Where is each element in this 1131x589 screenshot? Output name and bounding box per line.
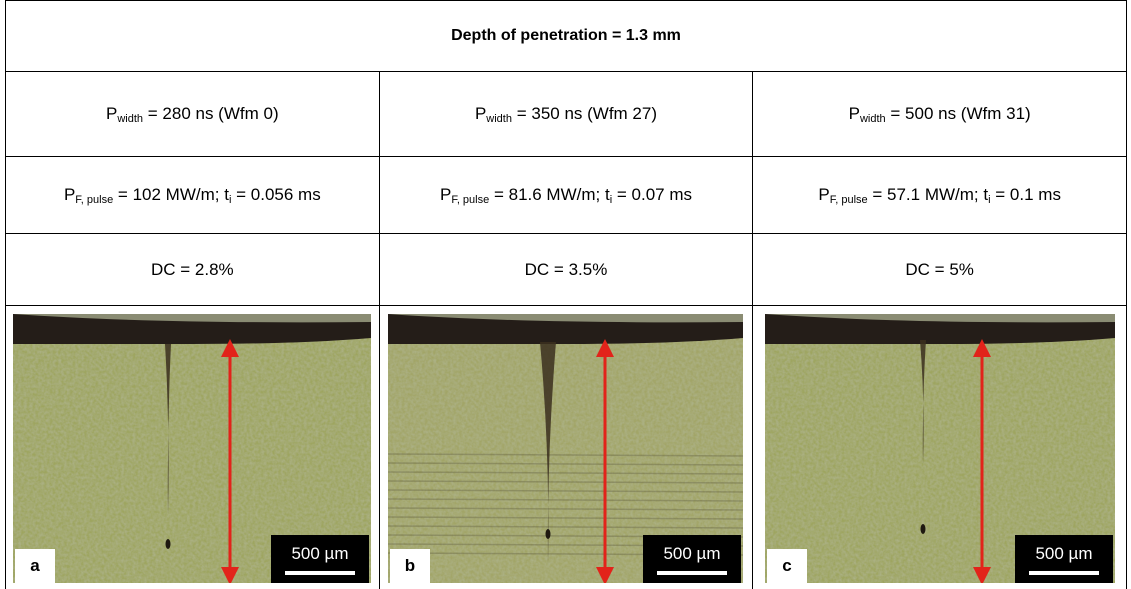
- pulse-width-text: P: [848, 103, 860, 123]
- striation: [388, 507, 744, 511]
- pulse-width-text: width: [859, 112, 886, 125]
- surface-edge: [13, 314, 372, 323]
- results-table: Depth of penetration = 1.3 mm Pwidth = 2…: [5, 0, 1127, 589]
- panel-label-box: [15, 549, 56, 583]
- image-cell: c 500 µm: [752, 305, 1127, 589]
- striation: [388, 462, 744, 466]
- pulse-width-cell: Pwidth = 280 ns (Wfm 0): [5, 71, 380, 157]
- power-text: = 0.07 ms: [612, 184, 692, 204]
- pulse-width-cell: Pwidth = 500 ns (Wfm 31): [752, 71, 1127, 157]
- scale-label: 500 µm: [1035, 544, 1092, 563]
- surface-edge: [388, 314, 744, 323]
- crack: [540, 342, 557, 564]
- striation: [388, 471, 744, 475]
- crack: [919, 340, 926, 464]
- power-text: P: [439, 184, 452, 204]
- panel-label-box: [390, 549, 431, 583]
- crack-tip: [920, 524, 926, 534]
- power-cell: PF, pulse = 57.1 MW/m; ti = 0.1 ms: [752, 156, 1127, 234]
- panel-label: b: [405, 556, 415, 575]
- scale-label: 500 µm: [292, 544, 349, 563]
- micrograph: c 500 µm: [764, 314, 1115, 583]
- pulse-width-text: = 350 ns (Wfm 27): [511, 103, 658, 123]
- striation: [388, 498, 744, 502]
- micrograph: a 500 µm: [13, 314, 372, 583]
- panel-label: a: [31, 556, 41, 575]
- striation: [388, 489, 744, 493]
- power-cell: PF, pulse = 102 MW/m; ti = 0.056 ms: [5, 156, 380, 234]
- pulse-width-text: = 280 ns (Wfm 0): [143, 103, 279, 123]
- power-text: P: [818, 184, 830, 204]
- pulse-width-text: = 500 ns (Wfm 31): [885, 103, 1031, 123]
- panel-label-box: [766, 549, 807, 583]
- table-title: Depth of penetration = 1.3 mm: [5, 0, 1127, 72]
- power-text: = 81.6 MW/m; t: [489, 184, 610, 204]
- crack-tip: [165, 539, 171, 549]
- power-cell: PF, pulse = 81.6 MW/m; ti = 0.07 ms: [378, 156, 754, 234]
- pulse-width-text: P: [106, 103, 118, 123]
- power-text: F, pulse: [451, 193, 490, 206]
- scale-label: 500 µm: [664, 544, 721, 563]
- striation: [388, 525, 744, 529]
- duty-cycle-cell: DC = 3.5%: [378, 233, 754, 306]
- duty-cycle-cell: DC = 2.8%: [5, 233, 380, 306]
- pulse-width-text: P: [474, 103, 487, 123]
- power-text: = 102 MW/m; t: [113, 184, 229, 204]
- power-text: F, pulse: [829, 193, 868, 206]
- striation: [388, 480, 744, 484]
- power-text: i: [609, 193, 613, 206]
- image-cell: b 500 µm: [378, 305, 754, 589]
- duty-cycle-cell: DC = 5%: [752, 233, 1127, 306]
- power-text: = 57.1 MW/m; t: [867, 184, 989, 204]
- crack-tip: [545, 529, 551, 539]
- striation: [388, 453, 744, 457]
- micrograph: b 500 µm: [388, 314, 744, 583]
- power-text: i: [988, 193, 991, 206]
- power-text: F, pulse: [75, 193, 114, 206]
- crack: [165, 344, 172, 514]
- image-cell: a 500 µm: [5, 305, 380, 589]
- surface-edge: [764, 314, 1115, 323]
- pulse-width-text: width: [486, 112, 512, 125]
- pulse-width-cell: Pwidth = 350 ns (Wfm 27): [378, 71, 754, 157]
- striation: [388, 516, 744, 520]
- pulse-width-text: width: [117, 112, 144, 125]
- panel-label: c: [782, 556, 791, 575]
- power-text: = 0.056 ms: [231, 184, 321, 204]
- power-text: i: [228, 193, 232, 206]
- power-text: = 0.1 ms: [990, 184, 1061, 204]
- power-text: P: [63, 184, 76, 204]
